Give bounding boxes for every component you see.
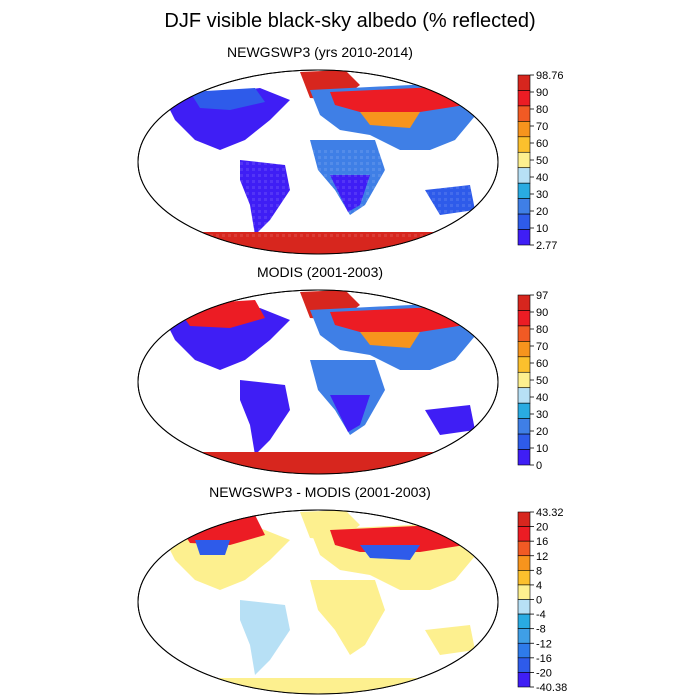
panel-1-map	[137, 69, 499, 255]
colorbar-label: 80	[536, 104, 548, 116]
colorbar-swatch	[517, 657, 531, 673]
colorbar-swatch	[517, 213, 531, 230]
colorbar-label: 20	[536, 206, 548, 218]
colorbar-label: 40	[536, 172, 548, 184]
colorbar-swatch	[517, 341, 531, 358]
colorbar-swatch	[517, 402, 531, 419]
colorbar-label: -16	[536, 653, 552, 665]
colorbar-swatch	[517, 167, 531, 184]
colorbar-label: 90	[536, 87, 548, 99]
panel-1-title: NEWGSWP3 (yrs 2010-2014)	[227, 44, 413, 60]
colorbar-label: 20	[536, 426, 548, 438]
colorbar-swatch	[517, 294, 531, 311]
colorbar-label: 40	[536, 392, 548, 404]
figure-title: DJF visible black-sky albedo (% reflecte…	[164, 10, 536, 32]
colorbar-swatch	[517, 182, 531, 199]
colorbar-swatch	[517, 642, 531, 659]
colorbar-label: -20	[536, 667, 552, 679]
colorbar-swatch	[517, 121, 531, 138]
panel-3-title: NEWGSWP3 - MODIS (2001-2003)	[209, 484, 431, 500]
colorbar-swatch	[517, 310, 531, 327]
colorbar-label: 90	[536, 307, 548, 319]
colorbar-label: 10	[536, 223, 548, 235]
panel-1-colorbar: 98.76 90 80 70 60 50 40 30 20 10 2.77	[517, 70, 564, 252]
colorbar-swatch	[517, 584, 531, 600]
colorbar-swatch	[517, 387, 531, 404]
colorbar-swatch	[517, 433, 531, 450]
colorbar-label: 80	[536, 324, 548, 336]
colorbar-label: 4	[536, 580, 542, 592]
colorbar-label: 50	[536, 155, 548, 167]
colorbar-swatch	[517, 570, 531, 586]
colorbar-label: 20	[536, 522, 548, 534]
colorbar-label: 30	[536, 409, 548, 421]
colorbar-swatch	[517, 511, 531, 527]
colorbar-label: -8	[536, 624, 546, 636]
colorbar-swatch	[517, 371, 531, 389]
colorbar-label: 30	[536, 189, 548, 201]
colorbar-swatch	[517, 418, 531, 435]
colorbar-label: 60	[536, 358, 548, 370]
colorbar-label: 2.77	[536, 240, 557, 252]
colorbar-swatch	[517, 229, 531, 246]
colorbar-swatch	[517, 555, 531, 571]
colorbar-label: 70	[536, 341, 548, 353]
panel-2-colorbar: 97 90 80 70 60 50 40 30 20 10 0	[517, 290, 548, 472]
panel-2-title: MODIS (2001-2003)	[256, 264, 384, 280]
colorbar-swatch	[517, 74, 531, 91]
panel-2-land	[150, 290, 490, 474]
panel-3-map	[137, 509, 499, 695]
colorbar-label: -4	[536, 609, 546, 621]
colorbar-label: 43.32	[536, 507, 564, 519]
colorbar-label: 16	[536, 536, 548, 548]
colorbar-label: 0	[536, 460, 542, 472]
colorbar-swatch	[517, 628, 531, 644]
colorbar-label: 60	[536, 138, 548, 150]
colorbar-swatch	[517, 325, 531, 342]
colorbar-label: -40.38	[536, 682, 567, 694]
colorbar-label: 70	[536, 121, 548, 133]
colorbar-swatch	[517, 540, 531, 557]
colorbar-swatch	[517, 136, 531, 153]
colorbar-swatch	[517, 672, 531, 688]
panel-2-map	[137, 289, 499, 475]
colorbar-swatch	[517, 526, 531, 542]
colorbar-swatch	[517, 151, 531, 169]
colorbar-label: -12	[536, 638, 552, 650]
colorbar-swatch	[517, 90, 531, 107]
colorbar-swatch	[517, 613, 531, 629]
panel-3-colorbar: 43.32 20 16 12 8 4 0 -4 -8 -12 -16 -20 -40.38	[517, 507, 567, 694]
colorbar-swatch	[517, 599, 531, 615]
colorbar-label: 98.76	[536, 70, 564, 82]
colorbar-label: 50	[536, 375, 548, 387]
colorbar-swatch	[517, 356, 531, 373]
colorbar-swatch	[517, 449, 531, 466]
colorbar-swatch	[517, 105, 531, 122]
colorbar-label: 0	[536, 595, 542, 607]
colorbar-label: 12	[536, 551, 548, 563]
colorbar-label: 8	[536, 565, 542, 577]
colorbar-label: 10	[536, 443, 548, 455]
colorbar-label: 97	[536, 290, 548, 302]
colorbar-swatch	[517, 198, 531, 215]
